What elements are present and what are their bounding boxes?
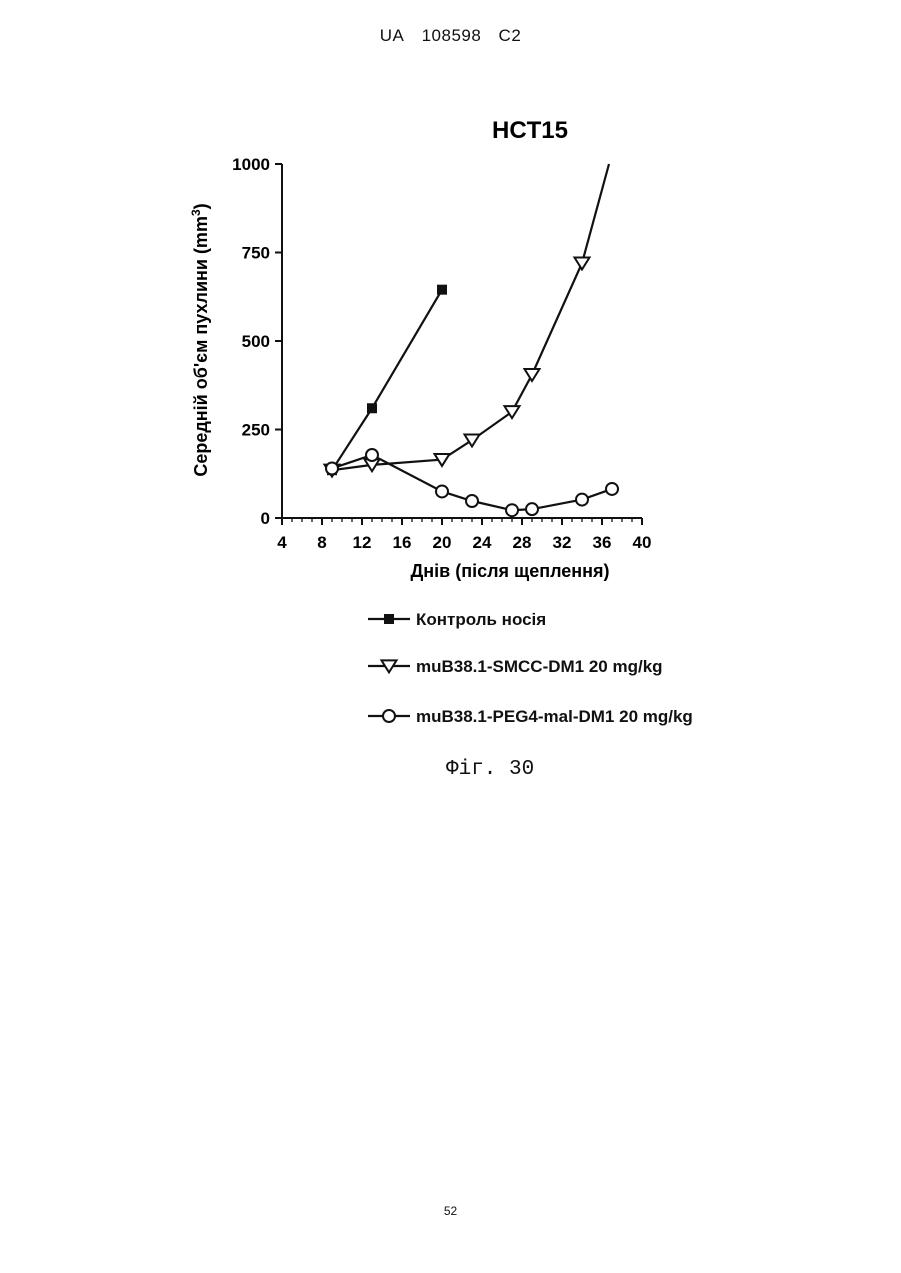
series-2 bbox=[325, 164, 610, 477]
data-point-circle bbox=[326, 462, 338, 474]
x-tick-label: 20 bbox=[433, 533, 452, 552]
data-point-circle bbox=[366, 449, 378, 461]
legend-label: Контроль носія bbox=[416, 610, 546, 629]
legend-item: muB38.1-PEG4-mal-DM1 20 mg/kg bbox=[368, 707, 693, 726]
data-point-circle bbox=[506, 504, 518, 516]
x-tick-label: 40 bbox=[633, 533, 652, 552]
data-point-circle bbox=[576, 494, 588, 506]
y-tick-label: 250 bbox=[242, 421, 270, 440]
series-line bbox=[332, 164, 609, 470]
data-point-triangle bbox=[575, 257, 590, 269]
x-tick-label: 28 bbox=[513, 533, 532, 552]
series-1 bbox=[327, 285, 447, 476]
x-tick-label: 36 bbox=[593, 533, 612, 552]
legend-item: Контроль носія bbox=[368, 610, 546, 629]
legend-item: muB38.1-SMCC-DM1 20 mg/kg bbox=[368, 657, 663, 676]
data-point-square bbox=[384, 614, 394, 624]
data-point-circle bbox=[606, 483, 618, 495]
y-tick-label: 1000 bbox=[232, 155, 270, 174]
x-tick-label: 24 bbox=[473, 533, 492, 552]
data-point-circle bbox=[383, 710, 395, 722]
page-number: 52 bbox=[0, 1204, 901, 1218]
x-tick-label: 12 bbox=[353, 533, 372, 552]
series-layer bbox=[325, 164, 619, 516]
x-tick-label: 4 bbox=[277, 533, 287, 552]
x-axis-label: Днів (після щеплення) bbox=[410, 561, 609, 581]
x-tick-label: 32 bbox=[553, 533, 572, 552]
data-point-square bbox=[437, 285, 447, 295]
data-point-triangle bbox=[525, 369, 540, 381]
tumor-volume-chart: HCT15 0 250 500 750 1000 4 8 12 16 20 24 28 32 36 40 Д… bbox=[0, 0, 901, 760]
series-3 bbox=[326, 449, 618, 516]
legend-label: muB38.1-PEG4-mal-DM1 20 mg/kg bbox=[416, 707, 693, 726]
figure-label: Фіг. 30 bbox=[446, 758, 534, 781]
legend: Контроль носія muB38.1-SMCC-DM1 20 mg/kg m… bbox=[368, 610, 693, 726]
legend-label: muB38.1-SMCC-DM1 20 mg/kg bbox=[416, 657, 663, 676]
y-axis-label: Середній об'єм пухлини (mm3) bbox=[189, 203, 211, 476]
x-tick-label: 16 bbox=[393, 533, 412, 552]
y-tick-label: 0 bbox=[261, 509, 270, 528]
data-point-square bbox=[367, 403, 377, 413]
chart-title: HCT15 bbox=[492, 117, 568, 144]
data-point-circle bbox=[526, 503, 538, 515]
x-tick-label: 8 bbox=[317, 533, 326, 552]
data-point-circle bbox=[436, 485, 448, 497]
y-tick-label: 500 bbox=[242, 332, 270, 351]
data-point-circle bbox=[466, 495, 478, 507]
y-tick-label: 750 bbox=[242, 244, 270, 263]
series-line bbox=[332, 290, 442, 471]
